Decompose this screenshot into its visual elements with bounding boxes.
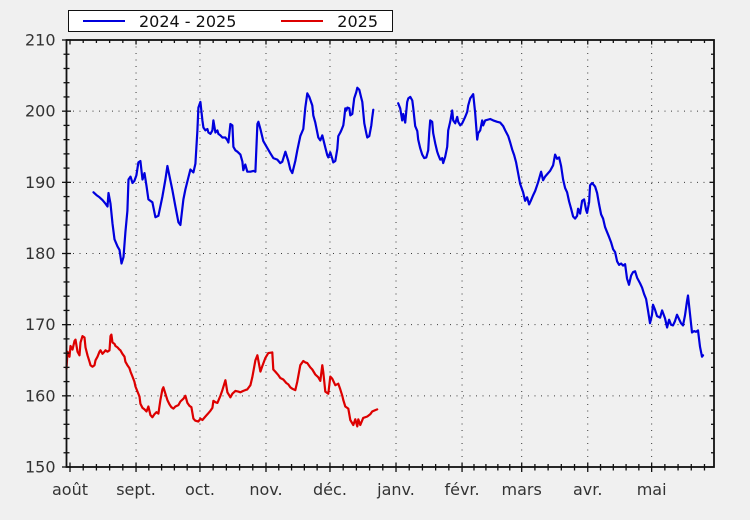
series-line-2024-2025-seg0 bbox=[92, 86, 375, 265]
legend-item-2025: 2025 bbox=[281, 12, 378, 31]
x-tick-label-avr.: avr. bbox=[573, 480, 602, 499]
x-tick-label-oct.: oct. bbox=[185, 480, 215, 499]
y-tick-label-200: 200 bbox=[25, 102, 56, 121]
x-tick-label-mars: mars bbox=[502, 480, 542, 499]
x-tick-label-mai: mai bbox=[637, 480, 667, 499]
x-tick-label-nov.: nov. bbox=[249, 480, 282, 499]
y-tick-label-160: 160 bbox=[25, 386, 56, 405]
x-tick-label-févr.: févr. bbox=[444, 480, 479, 499]
y-tick-label-190: 190 bbox=[25, 173, 56, 192]
y-tick-label-210: 210 bbox=[25, 31, 56, 50]
legend-line-sample-blue bbox=[83, 20, 125, 22]
x-tick-label-janv.: janv. bbox=[376, 480, 415, 499]
legend: 2024 - 2025 2025 bbox=[68, 10, 393, 32]
x-tick-label-déc.: déc. bbox=[313, 480, 347, 499]
y-tick-label-170: 170 bbox=[25, 315, 56, 334]
legend-line-sample-red bbox=[281, 20, 324, 22]
legend-label-2024-2025: 2024 - 2025 bbox=[139, 11, 237, 31]
y-tick-label-150: 150 bbox=[25, 458, 56, 477]
x-tick-label-sept.: sept. bbox=[116, 480, 156, 499]
legend-label-2025: 2025 bbox=[337, 11, 378, 31]
x-tick-label-août: août bbox=[52, 480, 88, 499]
series-line-2025-seg0 bbox=[65, 333, 379, 428]
y-tick-label-180: 180 bbox=[25, 244, 56, 263]
legend-item-2024-2025: 2024 - 2025 bbox=[83, 12, 236, 31]
series-line-2024-2025-seg1 bbox=[397, 92, 705, 358]
